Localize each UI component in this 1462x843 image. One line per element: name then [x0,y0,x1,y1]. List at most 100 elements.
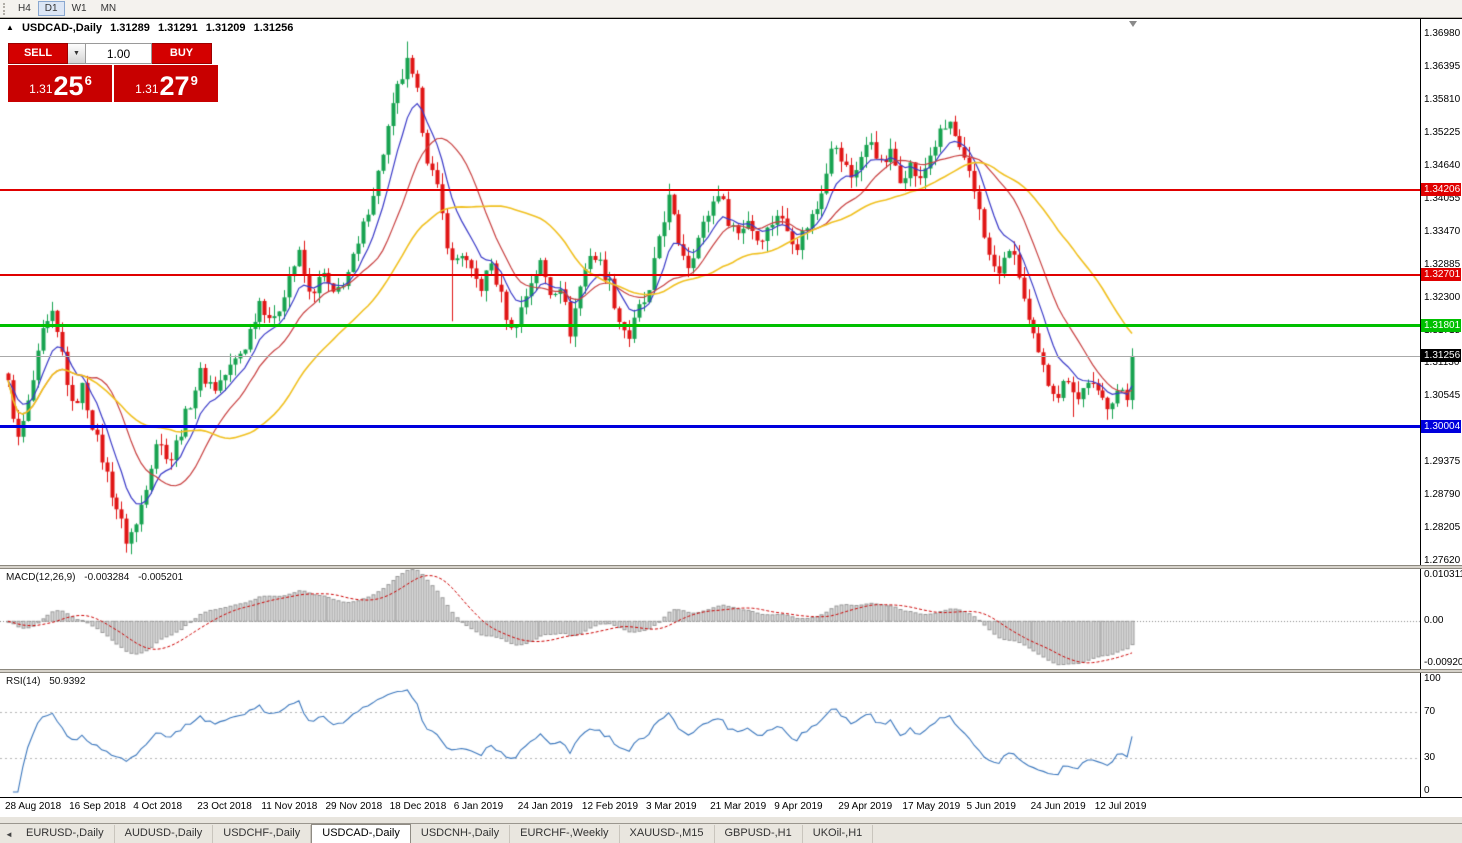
chart-tab-audusd-daily[interactable]: AUDUSD-,Daily [115,825,214,843]
rsi-axis-label: 70 [1424,706,1436,718]
buy-price-button[interactable]: 1.31 27 9 [114,65,218,102]
chart-title: USDCAD-,Daily [21,22,103,34]
rsi-header: RSI(14) 50.9392 [6,676,91,687]
time-axis-corner [1420,798,1462,817]
sell-price-button[interactable]: 1.31 25 6 [8,65,112,102]
chart-tab-eurchf-weekly[interactable]: EURCHF-,Weekly [510,825,620,843]
chart-tab-usdcad-daily[interactable]: USDCAD-,Daily [311,824,411,843]
volume-input[interactable] [86,43,152,64]
price-axis-label: 1.32300 [1424,291,1461,303]
chart-tabs: EURUSD-,Daily AUDUSD-,Daily USDCHF-,Daily U… [16,824,874,843]
chart-tab-usdchf-daily[interactable]: USDCHF-,Daily [213,825,312,843]
time-axis-label: 18 Dec 2018 [389,801,447,812]
ohlc-open: 1.31289 [110,22,150,34]
price-axis-label: 1.34640 [1424,159,1461,171]
macd-panel: MACD(12,26,9) -0.003284 -0.005201 0.0103… [0,569,1462,669]
chart-tab-xauusd-m15[interactable]: XAUUSD-,M15 [620,825,715,843]
timeframe-button-mn[interactable]: MN [100,3,117,14]
volume-dropdown[interactable]: ▼ [68,43,86,64]
time-axis-label: 23 Oct 2018 [197,801,252,812]
price-axis-label: 1.32885 [1424,258,1461,270]
price-axis[interactable]: 1.36980 1.36395 1.35810 1.35225 1.34640 1.340… [1420,19,1462,567]
main-plot-area: ▲ USDCAD-,Daily 1.31289 1.31291 1.31209 … [0,19,1420,565]
ohlc-low: 1.31209 [205,22,246,34]
price-axis-label: 1.30545 [1424,390,1461,402]
macd-plot-area: MACD(12,26,9) -0.003284 -0.005201 [0,569,1420,669]
time-axis[interactable]: 28 Aug 2018 16 Sep 2018 4 Oct 2018 23 Oct 2… [0,797,1462,817]
sell-price-prefix: 1.31 [29,82,53,96]
buy-price-digits: 27 [159,71,190,101]
macd-canvas [0,569,1420,669]
macd-axis[interactable]: 0.010311 0.00 -0.009203 [1420,569,1462,669]
panel-divider[interactable] [0,565,1462,569]
panel-divider[interactable] [0,669,1462,673]
buy-price-prefix: 1.31 [135,82,159,96]
chart-tab-eurusd-daily[interactable]: EURUSD-,Daily [16,825,115,843]
time-axis-label: 24 Jun 2019 [1030,801,1086,812]
rsi-canvas [0,673,1420,797]
timeframe-toolbar: H4 D1 W1 MN [0,0,1462,18]
macd-axis-label: 0.010311 [1424,569,1462,580]
level-price-tag-resistance-lower: 1.32701 [1421,268,1461,282]
level-line-support-green[interactable] [0,324,1420,327]
macd-main-value: -0.003284 [84,572,130,583]
symbol-marker-icon: ▲ [6,23,14,32]
rsi-value: 50.9392 [49,676,86,687]
level-line-resistance-lower[interactable] [0,274,1420,276]
rsi-label: RSI(14) [6,676,41,687]
chart-workspace: ▲ USDCAD-,Daily 1.31289 1.31291 1.31209 … [0,18,1462,817]
chart-tab-ukoil-h1[interactable]: UKOil-,H1 [803,825,874,843]
level-price-tag-support-green: 1.31801 [1421,318,1461,332]
time-axis-labels: 28 Aug 2018 16 Sep 2018 4 Oct 2018 23 Oct 2… [0,798,1420,817]
toolbar-grip [3,2,7,15]
rsi-axis-label: 30 [1424,751,1436,763]
macd-label: MACD(12,26,9) [6,572,76,583]
time-axis-label: 11 Nov 2018 [261,801,318,812]
time-axis-label: 12 Feb 2019 [581,801,639,812]
price-axis-label: 1.27620 [1424,555,1461,567]
level-line-current-price[interactable] [0,356,1420,357]
main-chart-canvas[interactable] [0,19,1420,565]
level-line-resistance-upper[interactable] [0,189,1420,191]
buy-button[interactable]: BUY [152,43,212,64]
price-axis-label: 1.36980 [1424,28,1461,40]
price-axis-label: 1.36395 [1424,61,1461,73]
chart-shift-marker-icon[interactable] [1129,21,1137,27]
price-axis-label: 1.29375 [1424,456,1461,468]
time-axis-label: 29 Nov 2018 [325,801,383,812]
time-axis-label: 4 Oct 2018 [133,801,183,812]
level-line-support-blue[interactable] [0,425,1420,428]
timeframe-buttons: H4 D1 W1 MN [11,1,123,16]
price-axis-label: 1.28790 [1424,489,1461,501]
sell-button[interactable]: SELL [8,43,68,64]
rsi-axis-label: 0 [1424,785,1430,796]
time-axis-label: 9 Apr 2019 [774,801,823,812]
macd-axis-label: 0.00 [1424,615,1444,627]
price-axis-label: 1.35810 [1424,94,1461,106]
chart-tab-gbpusd-h1[interactable]: GBPUSD-,H1 [715,825,803,843]
tabs-scroll-left-icon[interactable]: ◄ [5,830,13,839]
ohlc-high: 1.31291 [157,22,198,34]
main-price-panel: ▲ USDCAD-,Daily 1.31289 1.31291 1.31209 … [0,18,1462,567]
level-price-tag-current-price: 1.31256 [1421,349,1461,363]
timeframe-button-d1[interactable]: D1 [37,1,65,16]
chart-header: ▲ USDCAD-,Daily 1.31289 1.31291 1.31209 … [6,22,298,34]
macd-axis-label: -0.009203 [1424,657,1462,668]
rsi-plot-area: RSI(14) 50.9392 [0,673,1420,797]
price-axis-label: 1.31130 [1424,357,1460,369]
macd-header: MACD(12,26,9) -0.003284 -0.005201 [6,572,189,583]
timeframe-button-h4[interactable]: H4 [18,3,31,14]
chart-tab-bar: ◄ EURUSD-,Daily AUDUSD-,Daily USDCHF-,Dail… [0,823,1462,843]
sell-price-digits: 25 [53,71,84,101]
time-axis-label: 3 Mar 2019 [646,801,697,812]
timeframe-button-w1[interactable]: W1 [71,3,87,14]
rsi-axis[interactable]: 100 70 30 0 [1420,673,1462,797]
ohlc-close: 1.31256 [253,22,294,34]
time-axis-label: 12 Jul 2019 [1094,801,1147,812]
time-axis-label: 21 Mar 2019 [710,801,767,812]
rsi-panel: RSI(14) 50.9392 100 70 30 0 [0,673,1462,797]
time-axis-label: 5 Jun 2019 [966,801,1017,812]
price-axis-label: 1.34055 [1424,192,1461,204]
chart-tab-usdcnh-daily[interactable]: USDCNH-,Daily [411,825,511,843]
